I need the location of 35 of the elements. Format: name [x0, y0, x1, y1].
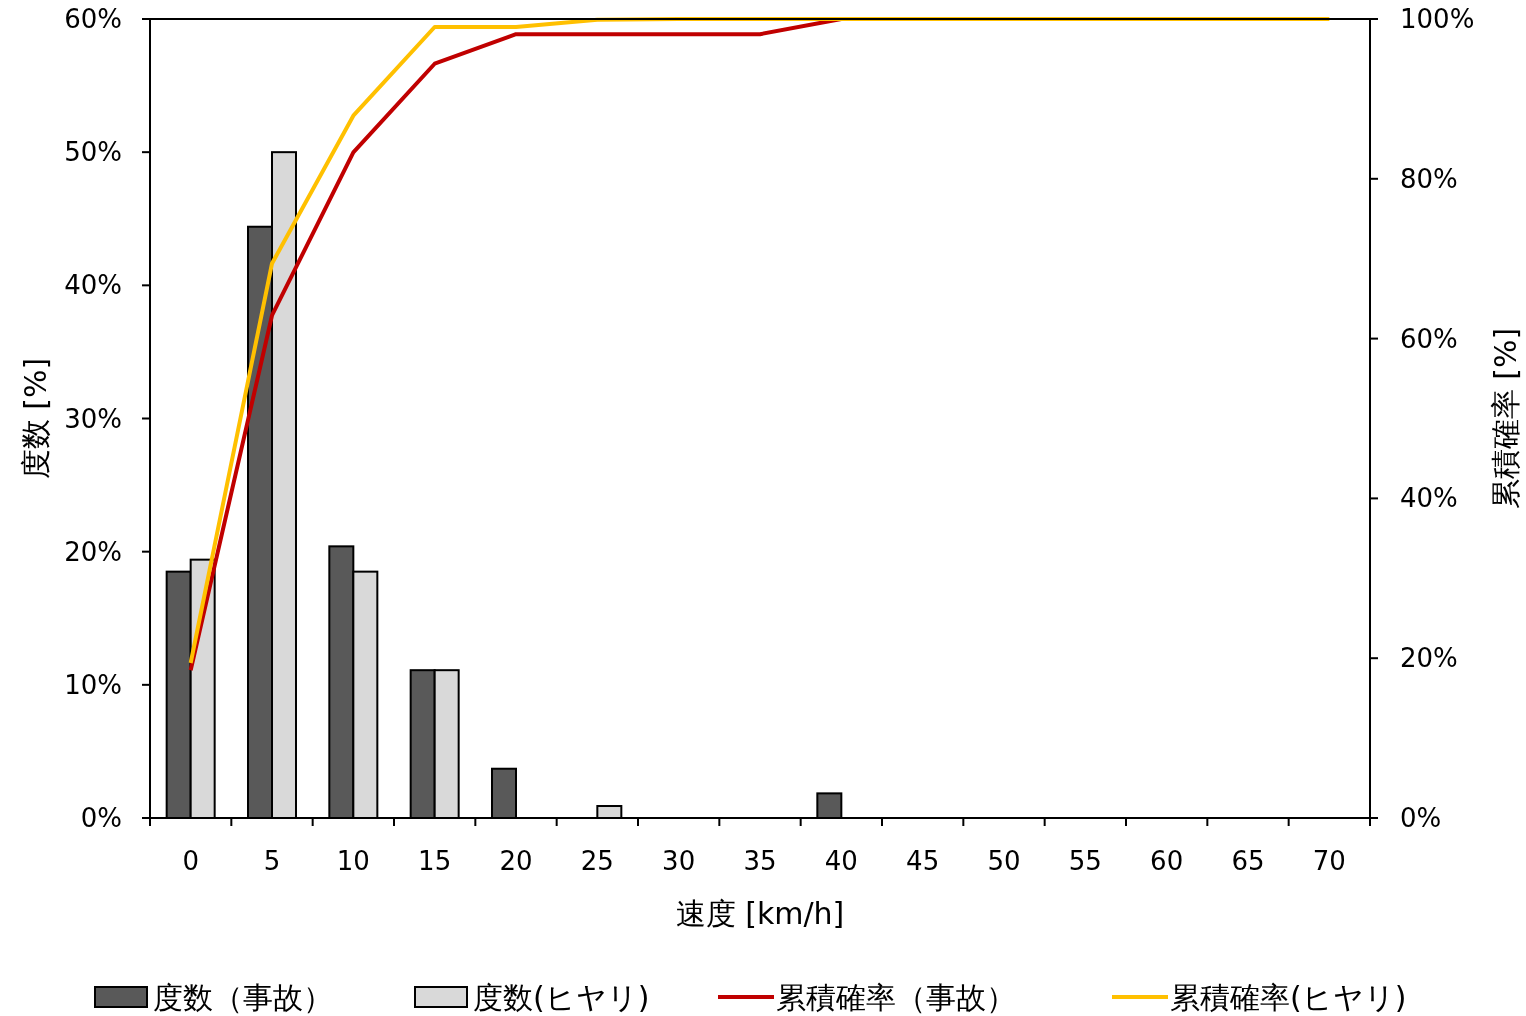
- x-tick-label: 30: [662, 846, 696, 876]
- x-tick-label: 20: [499, 846, 533, 876]
- y2-tick-label: 80%: [1400, 163, 1458, 194]
- y2-tick-label: 100%: [1400, 4, 1475, 34]
- y2-tick-label: 60%: [1400, 323, 1458, 354]
- legend-label: 累積確率（事故）: [776, 980, 1016, 1015]
- y-tick-label: 20%: [64, 536, 122, 567]
- y-tick-label: 10%: [64, 669, 122, 700]
- y-tick-label: 30%: [64, 403, 122, 434]
- y-tick-label: 60%: [64, 4, 122, 34]
- legend-label: 度数(ヒヤリ): [473, 980, 650, 1015]
- x-tick-label: 60: [1150, 846, 1184, 876]
- y2-axis-title: 累積確率 [%]: [1488, 327, 1523, 510]
- x-tick-label: 35: [743, 846, 777, 876]
- x-tick-label: 10: [336, 846, 370, 876]
- x-axis-title: 速度 [km/h]: [675, 896, 845, 931]
- y-axis-title: 度数 [%]: [18, 357, 53, 480]
- y2-tick-label: 40%: [1400, 483, 1458, 514]
- y2-tick-label: 0%: [1400, 803, 1442, 833]
- x-tick-label: 45: [906, 846, 940, 876]
- y-tick-label: 0%: [80, 803, 122, 833]
- x-tick-label: 55: [1068, 846, 1102, 876]
- x-tick-label: 25: [580, 846, 614, 876]
- y2-tick-label: 20%: [1400, 643, 1458, 674]
- x-tick-label: 15: [418, 846, 452, 876]
- x-tick-label: 65: [1231, 846, 1265, 876]
- legend-label: 累積確率(ヒヤリ): [1170, 980, 1407, 1015]
- x-tick-label: 40: [824, 846, 858, 876]
- y-tick-label: 50%: [64, 137, 122, 168]
- x-tick-label: 70: [1312, 846, 1346, 876]
- y-tick-label: 40%: [64, 270, 122, 301]
- x-tick-label: 50: [987, 846, 1021, 876]
- x-tick-label: 0: [182, 846, 199, 876]
- legend-label: 度数（事故）: [153, 980, 333, 1015]
- x-tick-label: 5: [263, 846, 281, 876]
